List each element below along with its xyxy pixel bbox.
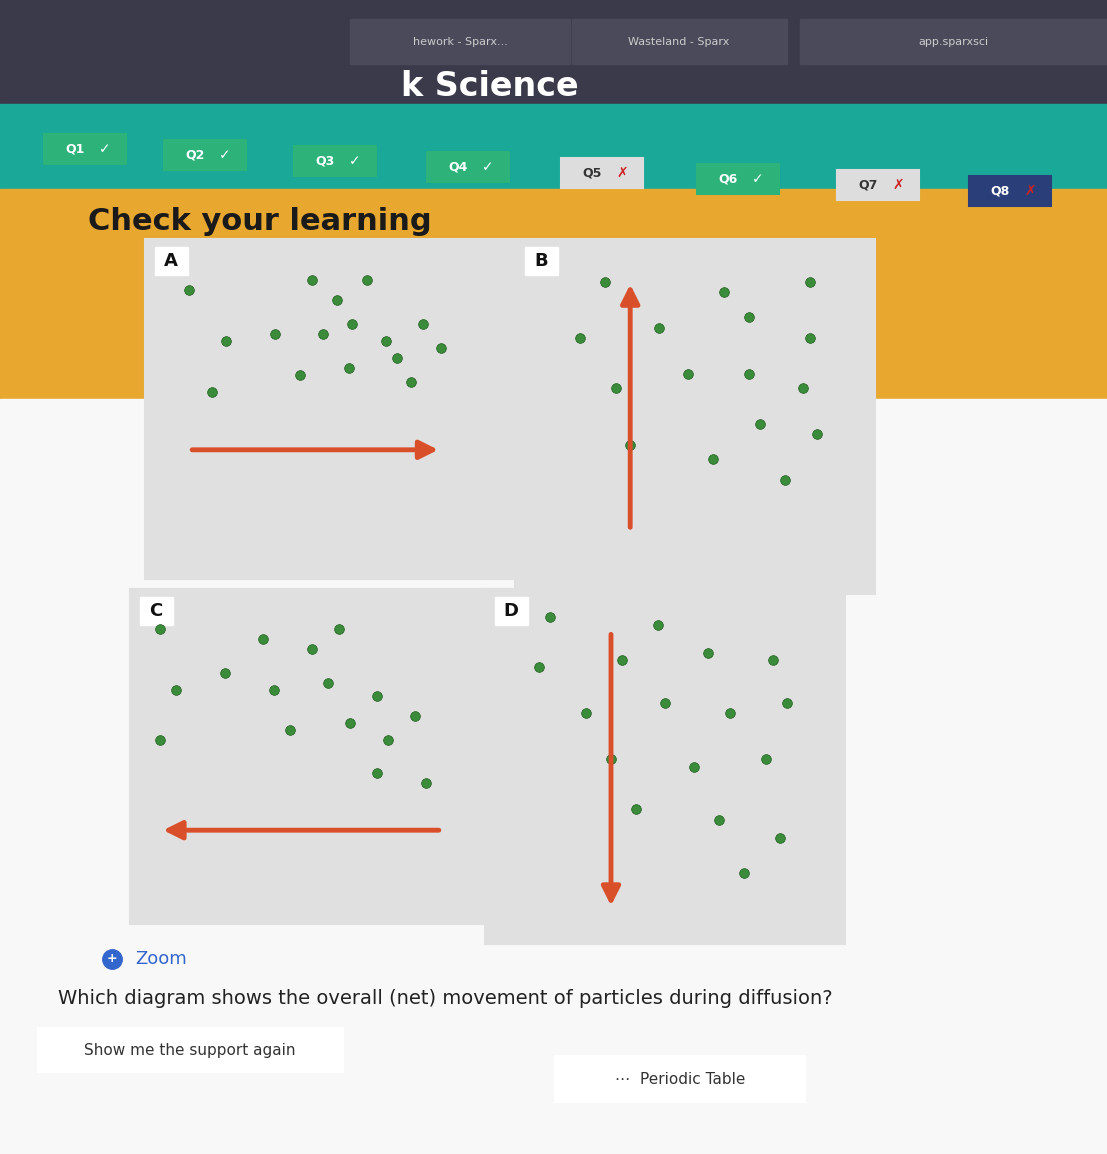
Bar xyxy=(139,597,173,625)
Bar xyxy=(155,247,188,275)
Text: Q5: Q5 xyxy=(582,166,602,180)
Bar xyxy=(697,164,779,194)
Bar xyxy=(0,399,1107,1154)
Text: ✓: ✓ xyxy=(483,160,494,174)
Bar xyxy=(525,247,558,275)
Text: Q2: Q2 xyxy=(185,149,205,162)
Text: ✓: ✓ xyxy=(349,153,361,168)
Text: Q8: Q8 xyxy=(991,185,1010,197)
Bar xyxy=(485,589,845,944)
Text: C: C xyxy=(149,602,163,620)
Bar xyxy=(164,140,246,170)
Text: ✓: ✓ xyxy=(752,172,764,186)
Bar xyxy=(969,177,1051,207)
Text: hework - Sparx...: hework - Sparx... xyxy=(413,37,507,47)
Text: Q6: Q6 xyxy=(718,172,737,186)
Text: Which diagram shows the overall (net) movement of particles during diffusion?: Which diagram shows the overall (net) mo… xyxy=(58,989,832,1009)
Text: app.sparxsci: app.sparxsci xyxy=(918,37,989,47)
Bar xyxy=(38,1028,343,1072)
Bar xyxy=(572,18,787,63)
Text: Show me the support again: Show me the support again xyxy=(84,1042,296,1057)
Bar xyxy=(800,18,1107,63)
Bar xyxy=(0,104,1107,194)
Bar xyxy=(515,239,875,594)
Text: Q1: Q1 xyxy=(65,142,85,156)
Text: Zoom: Zoom xyxy=(135,950,187,968)
Text: Q7: Q7 xyxy=(858,179,878,192)
Text: ✓: ✓ xyxy=(100,142,111,156)
Bar xyxy=(294,147,376,177)
Bar xyxy=(0,189,1107,404)
Text: Check your learning: Check your learning xyxy=(87,208,432,237)
Bar xyxy=(0,0,1107,104)
Bar xyxy=(427,152,509,182)
Text: Wasteland - Sparx: Wasteland - Sparx xyxy=(629,37,730,47)
Bar xyxy=(561,158,643,188)
Text: +: + xyxy=(106,952,117,966)
Bar xyxy=(837,170,919,200)
Text: ⋯  Periodic Table: ⋯ Periodic Table xyxy=(614,1072,745,1087)
Text: A: A xyxy=(164,252,178,270)
Bar xyxy=(130,589,510,924)
Text: B: B xyxy=(535,252,548,270)
Text: Q3: Q3 xyxy=(315,155,334,167)
Bar xyxy=(350,18,570,63)
Bar xyxy=(145,239,515,579)
Bar xyxy=(555,1056,805,1102)
Text: k Science: k Science xyxy=(401,69,579,103)
Text: ✗: ✗ xyxy=(1024,183,1036,198)
Text: D: D xyxy=(504,602,518,620)
Text: ✗: ✗ xyxy=(617,166,628,180)
Bar xyxy=(44,134,126,164)
Text: ✓: ✓ xyxy=(219,148,231,162)
Text: Q4: Q4 xyxy=(448,160,467,173)
Bar xyxy=(495,597,528,625)
Text: ✗: ✗ xyxy=(892,178,903,192)
